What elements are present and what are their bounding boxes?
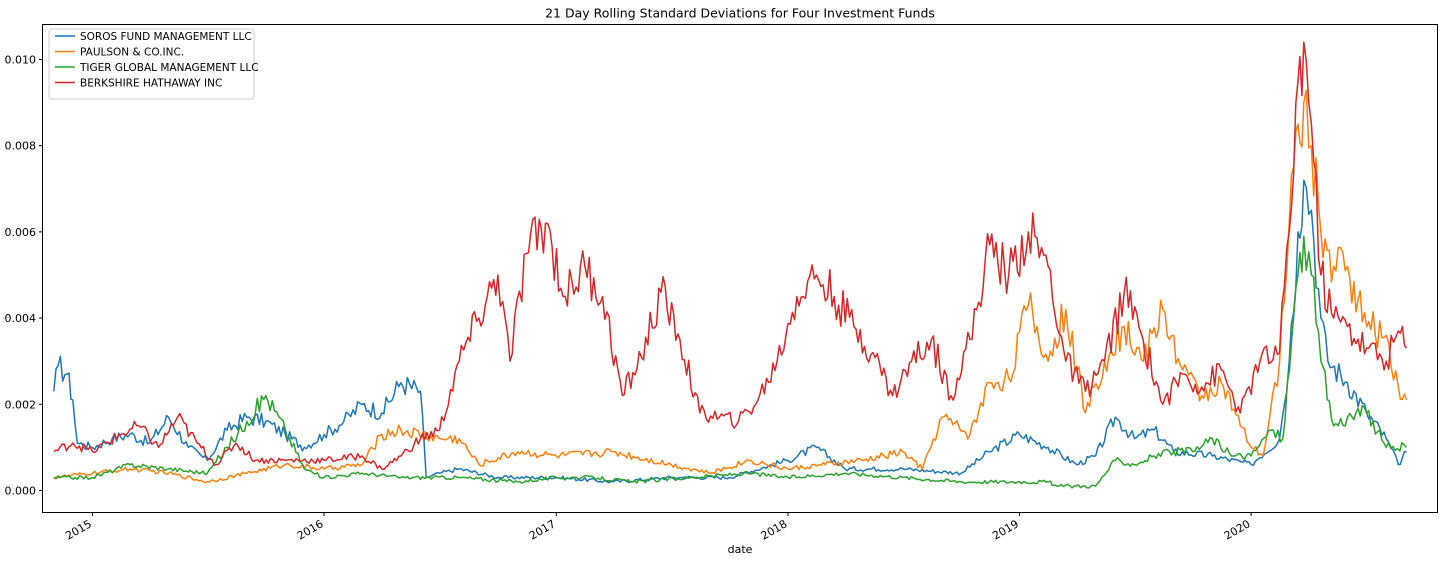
y-tick-label: 0.000 bbox=[5, 484, 37, 497]
y-axis: 0.000 0.002 0.004 0.006 0.008 0.010 bbox=[5, 53, 43, 497]
legend-label: SOROS FUND MANAGEMENT LLC bbox=[80, 31, 252, 43]
y-tick-label: 0.010 bbox=[5, 53, 37, 66]
y-tick-label: 0.006 bbox=[5, 226, 37, 239]
x-tick-label: 2020 bbox=[1222, 517, 1253, 542]
x-tick-label: 2017 bbox=[527, 517, 558, 542]
y-tick-label: 0.004 bbox=[5, 312, 37, 325]
series-line bbox=[53, 235, 1408, 489]
series-line bbox=[53, 89, 1408, 484]
series-layer bbox=[53, 41, 1408, 489]
x-axis: 2015 2016 2017 2018 2019 2020 bbox=[63, 512, 1253, 543]
legend-label: TIGER GLOBAL MANAGEMENT LLC bbox=[79, 62, 259, 74]
x-tick-label: 2018 bbox=[759, 517, 790, 542]
x-axis-label: date bbox=[728, 543, 753, 556]
y-tick-label: 0.008 bbox=[5, 140, 37, 153]
plot-frame bbox=[42, 24, 1438, 513]
chart-title: 21 Day Rolling Standard Deviations for F… bbox=[545, 6, 935, 21]
legend: SOROS FUND MANAGEMENT LLC PAULSON & CO.IN… bbox=[48, 28, 259, 100]
legend-label: PAULSON & CO.INC. bbox=[80, 47, 184, 59]
legend-label: BERKSHIRE HATHAWAY INC bbox=[80, 78, 222, 90]
x-tick-label: 2019 bbox=[990, 517, 1021, 542]
series-line bbox=[53, 179, 1407, 484]
y-tick-label: 0.002 bbox=[5, 398, 37, 411]
legend-box bbox=[48, 28, 255, 100]
series-line bbox=[53, 41, 1408, 471]
x-tick-label: 2016 bbox=[295, 517, 326, 542]
x-tick-label: 2015 bbox=[63, 517, 94, 542]
